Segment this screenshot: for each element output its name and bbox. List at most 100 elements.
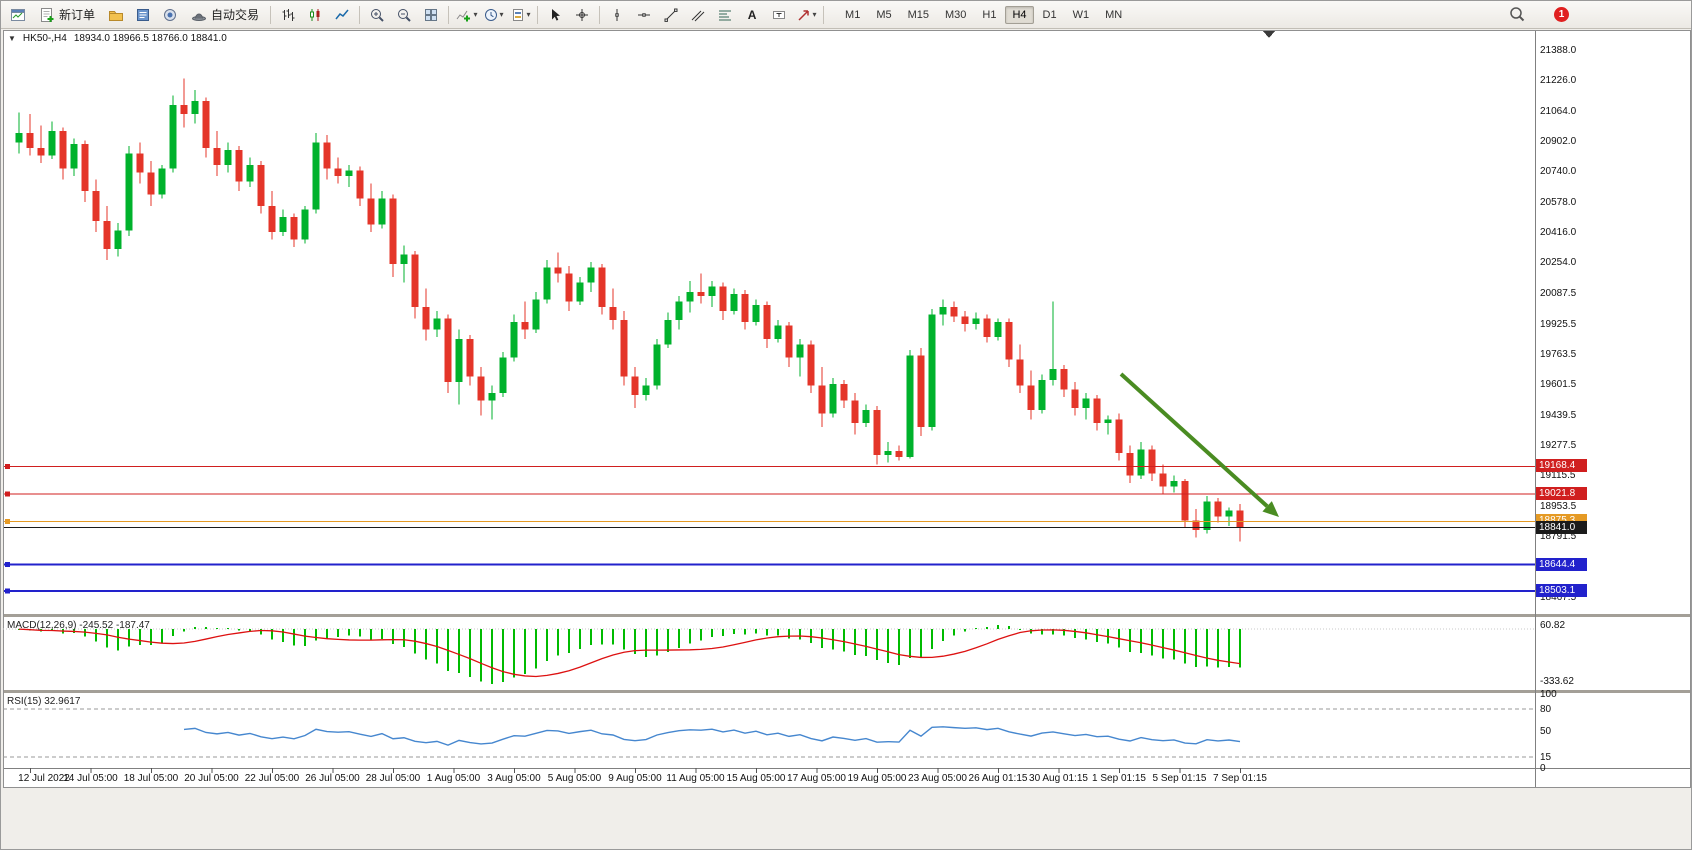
candle [466, 335, 474, 386]
candle [598, 263, 606, 315]
equidistant-channel-icon[interactable] [685, 3, 711, 27]
periods-icon[interactable]: ▾ [480, 3, 506, 27]
candle [125, 146, 133, 236]
timeframe-H4[interactable]: H4 [1005, 5, 1034, 24]
candle [136, 142, 144, 184]
candle [92, 179, 100, 233]
chart-window-icon[interactable] [5, 3, 31, 27]
trend-arrow[interactable] [1119, 372, 1279, 517]
templates-icon[interactable]: ▾ [507, 3, 533, 27]
candle [301, 205, 309, 244]
new-order-label: 新订单 [59, 8, 96, 22]
price-axis-label: 20254.0 [1540, 257, 1577, 269]
line-anchor[interactable] [5, 562, 10, 568]
price-line-tag: 18644.4 [1536, 557, 1587, 571]
line-anchor[interactable] [5, 588, 10, 594]
candle [1027, 370, 1035, 420]
candle [697, 273, 705, 304]
timeframe-M15[interactable]: M15 [907, 8, 929, 21]
price-line-tag: 18503.1 [1536, 583, 1587, 597]
horizontal-price-line[interactable] [3, 527, 1535, 529]
search-icon[interactable] [1504, 3, 1530, 27]
line-anchor[interactable] [5, 518, 10, 524]
indicators-icon[interactable]: ▾ [453, 3, 479, 27]
time-axis-label: 30 Aug 01:15 [1029, 773, 1088, 784]
tile-windows-icon[interactable] [418, 3, 444, 27]
horizontal-price-line[interactable] [3, 589, 1535, 592]
price-axis-label: 19439.5 [1540, 409, 1577, 421]
new-order-button[interactable]: 新订单 [32, 3, 102, 27]
chart-symbol-period: HK50-,H4 [22, 33, 67, 44]
candle [1049, 301, 1057, 386]
autotrade-hat-icon [192, 13, 207, 21]
line-chart-icon[interactable] [329, 3, 355, 27]
candle [279, 209, 287, 236]
timeframe-M30[interactable]: M30 [945, 8, 967, 21]
trendline-icon[interactable] [658, 3, 684, 27]
navigator-icon[interactable] [157, 3, 183, 27]
timeframe-MN[interactable]: MN [1105, 8, 1123, 21]
candle [235, 146, 243, 191]
zoom-in-icon[interactable] [364, 3, 390, 27]
horizontal-price-line[interactable] [3, 563, 1535, 566]
candle [950, 301, 958, 322]
candle [1225, 507, 1233, 527]
timeframe-M1[interactable]: M1 [845, 8, 861, 21]
candle [796, 338, 804, 377]
fibonacci-icon[interactable] [712, 3, 738, 27]
price-axis-label: 20902.0 [1540, 135, 1577, 147]
time-axis-label: 18 Jul 05:00 [123, 773, 179, 784]
autotrade-button[interactable]: 自动交易 [184, 3, 266, 27]
price-line-tag: 19021.8 [1536, 486, 1587, 500]
price-axis-label: 21064.0 [1540, 105, 1577, 117]
cursor-icon[interactable] [542, 3, 568, 27]
candle [719, 282, 727, 321]
time-axis-label: 5 Aug 05:00 [547, 773, 602, 784]
price-line-tag: 18841.0 [1536, 520, 1587, 534]
horizontal-price-line[interactable] [3, 465, 1535, 467]
line-anchor[interactable] [5, 463, 10, 469]
arrows-tool-icon[interactable]: ▾ [793, 3, 819, 27]
one-click-collapse-icon[interactable]: ▼ [8, 34, 16, 43]
timeframe-H1[interactable]: H1 [982, 8, 997, 21]
market-watch-icon[interactable] [130, 3, 156, 27]
candle [1137, 441, 1145, 480]
horizontal-price-line[interactable] [3, 520, 1535, 522]
bar-chart-icon[interactable] [275, 3, 301, 27]
text-label-icon[interactable] [766, 3, 792, 27]
line-anchor[interactable] [5, 491, 10, 497]
candle [59, 127, 67, 180]
vertical-line-icon[interactable] [604, 3, 630, 27]
price-axis-label: 20087.5 [1540, 288, 1577, 300]
chart-shift-marker [1263, 31, 1275, 38]
horizontal-price-line[interactable] [3, 493, 1535, 495]
time-axis-label: 12 Jul 2022 [18, 773, 70, 784]
timeframe-W1[interactable]: W1 [1072, 8, 1090, 21]
candle [1181, 479, 1189, 528]
text-icon[interactable]: A [739, 3, 765, 27]
candle [246, 157, 254, 188]
chart-canvas[interactable] [3, 30, 1691, 788]
macd-signal-line [18, 628, 1241, 678]
profiles-icon[interactable] [103, 3, 129, 27]
rsi-axis-label: 0 [1540, 763, 1546, 774]
price-axis-label: 19277.5 [1540, 440, 1577, 451]
zoom-out-icon[interactable] [391, 3, 417, 27]
time-axis-label: 1 Aug 05:00 [426, 773, 481, 784]
candle [851, 393, 859, 435]
time-axis-label: 28 Jul 05:00 [365, 773, 421, 784]
candle [708, 280, 716, 308]
notification-badge[interactable]: 1 [1554, 7, 1569, 22]
chart-window[interactable]: ▼ HK50-,H4 18934.0 18966.5 18766.0 18841… [3, 30, 1691, 788]
timeframe-D1[interactable]: D1 [1042, 8, 1057, 21]
horizontal-line-icon[interactable] [631, 3, 657, 27]
rsi-value: 32.9617 [44, 696, 81, 707]
new-order-icon [41, 7, 54, 22]
candle [609, 288, 617, 330]
crosshair-icon[interactable] [569, 3, 595, 27]
candlestick-chart-icon[interactable] [302, 3, 328, 27]
rsi-line [183, 726, 1241, 746]
candle [653, 338, 661, 390]
timeframe-M5[interactable]: M5 [876, 8, 892, 21]
